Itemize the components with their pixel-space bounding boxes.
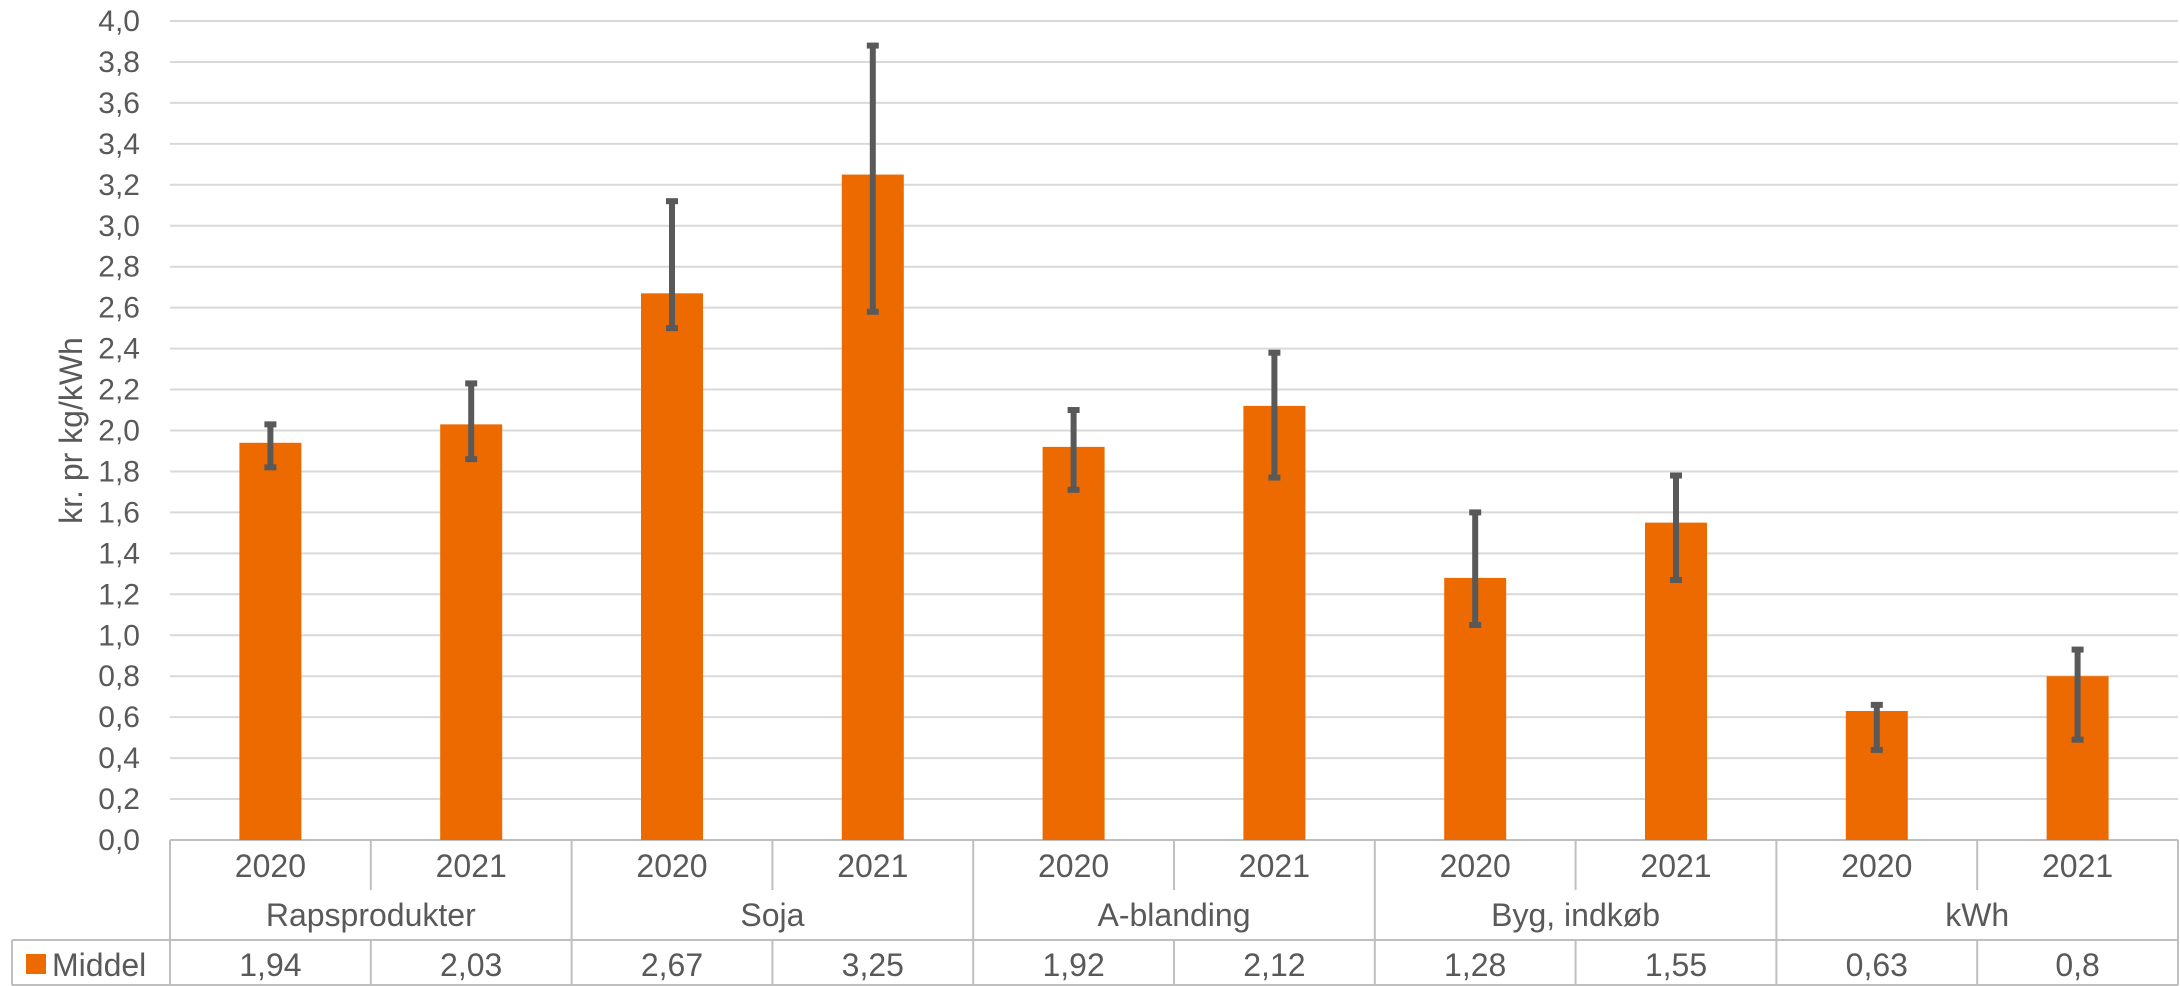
y-tick-label: 2,2 — [98, 374, 140, 407]
y-tick-label: 0,8 — [98, 660, 140, 693]
x-group-label: Byg, indkøb — [1491, 897, 1660, 933]
x-tick-year-label: 2020 — [636, 848, 707, 884]
x-tick-year-label: 2021 — [2042, 848, 2113, 884]
y-tick-label: 2,4 — [98, 333, 140, 366]
y-tick-label: 0,6 — [98, 701, 140, 734]
legend-swatch — [26, 954, 46, 974]
y-tick-label: 3,6 — [98, 87, 140, 120]
x-tick-year-label: 2021 — [1640, 848, 1711, 884]
bar — [440, 424, 503, 840]
x-tick-year-label: 2021 — [837, 848, 908, 884]
x-group-label: A-blanding — [1098, 897, 1251, 933]
legend-label: Middel — [52, 947, 146, 983]
y-tick-label: 2,6 — [98, 292, 140, 325]
data-table-value: 1,55 — [1645, 947, 1707, 983]
data-table-value: 0,63 — [1846, 947, 1908, 983]
data-table-value: 2,12 — [1243, 947, 1305, 983]
y-tick-label: 3,2 — [98, 169, 140, 202]
y-tick-label: 3,8 — [98, 46, 140, 79]
x-tick-year-label: 2020 — [1841, 848, 1912, 884]
y-tick-label: 1,2 — [98, 578, 140, 611]
y-tick-label: 2,0 — [98, 415, 140, 448]
y-tick-label: 4,0 — [98, 5, 140, 38]
y-tick-label: 1,0 — [98, 619, 140, 652]
y-tick-label: 3,0 — [98, 210, 140, 243]
y-tick-label: 0,0 — [98, 824, 140, 857]
y-tick-label: 1,8 — [98, 455, 140, 488]
x-tick-year-label: 2021 — [436, 848, 507, 884]
x-group-label: Soja — [740, 897, 804, 933]
data-table-value: 2,03 — [440, 947, 502, 983]
y-tick-label: 1,4 — [98, 537, 140, 570]
x-tick-year-label: 2020 — [1440, 848, 1511, 884]
y-tick-label: 3,4 — [98, 128, 140, 161]
data-table-value: 3,25 — [842, 947, 904, 983]
y-tick-label: 0,2 — [98, 783, 140, 816]
data-table-value: 1,94 — [239, 947, 301, 983]
x-tick-year-label: 2020 — [235, 848, 306, 884]
data-table-value: 2,67 — [641, 947, 703, 983]
data-table-value: 1,92 — [1042, 947, 1104, 983]
x-tick-year-label: 2021 — [1239, 848, 1310, 884]
y-axis-title: kr. pr kg/kWh — [53, 337, 89, 524]
y-tick-label: 1,6 — [98, 496, 140, 529]
x-tick-year-label: 2020 — [1038, 848, 1109, 884]
y-tick-label: 0,4 — [98, 742, 140, 775]
bar — [1042, 446, 1105, 840]
data-table-value: 0,8 — [2055, 947, 2099, 983]
bar — [239, 442, 302, 840]
x-group-label: Rapsprodukter — [266, 897, 476, 933]
y-tick-label: 2,8 — [98, 251, 140, 284]
bar — [641, 293, 703, 840]
x-group-label: kWh — [1945, 897, 2009, 933]
data-table-value: 1,28 — [1444, 947, 1506, 983]
